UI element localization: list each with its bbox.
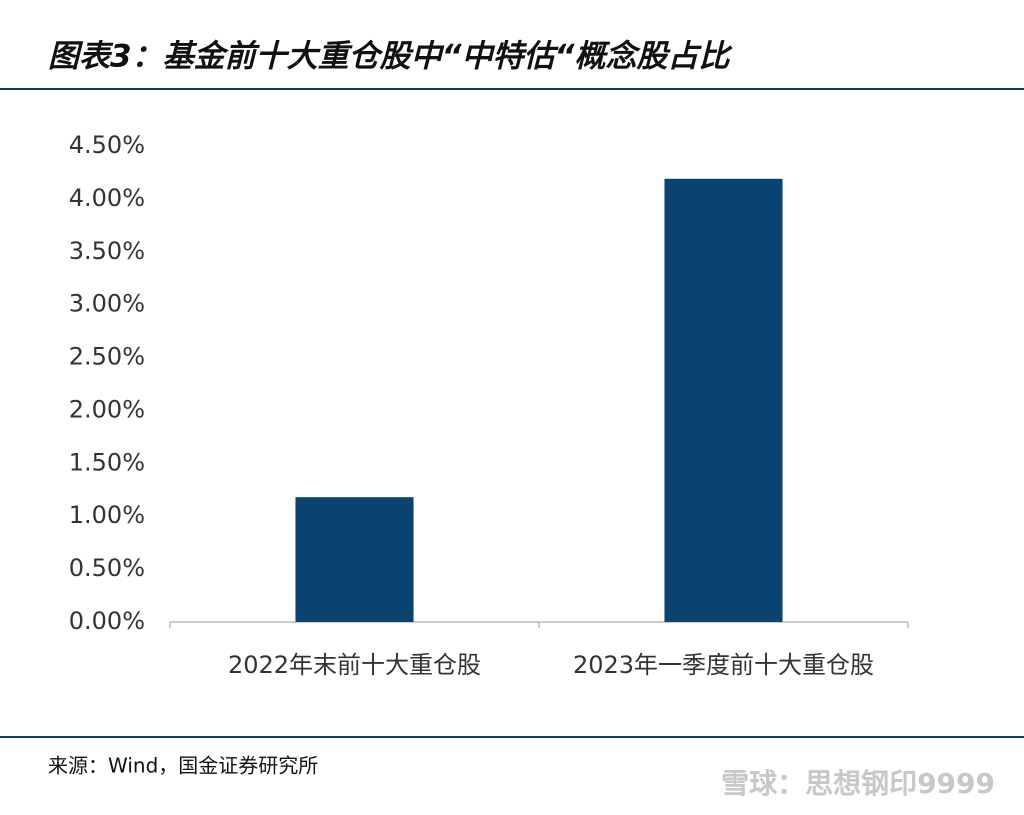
y-tick-label: 2.50% (69, 343, 145, 371)
bar (295, 497, 414, 622)
x-tick-label: 2022年末前十大重仓股 (228, 651, 481, 679)
y-tick-label: 0.50% (69, 554, 145, 582)
y-tick-label: 1.00% (69, 501, 145, 529)
y-tick-label: 3.50% (69, 237, 145, 265)
x-tick-label: 2023年一季度前十大重仓股 (573, 651, 874, 679)
y-tick-label: 4.00% (69, 184, 145, 212)
y-tick-label: 1.50% (69, 448, 145, 476)
y-tick-label: 0.00% (69, 607, 145, 635)
source: 来源：Wind，国金证券研究所 (48, 754, 318, 778)
title: 图表3：基金前十大重仓股中“中特估“概念股占比 (48, 39, 733, 75)
y-tick-label: 4.50% (69, 131, 145, 159)
watermark: 雪球：思想钢印9999 (721, 767, 995, 800)
y-tick-label: 2.00% (69, 395, 145, 423)
y-tick-label: 3.00% (69, 290, 145, 318)
bar (664, 178, 783, 622)
